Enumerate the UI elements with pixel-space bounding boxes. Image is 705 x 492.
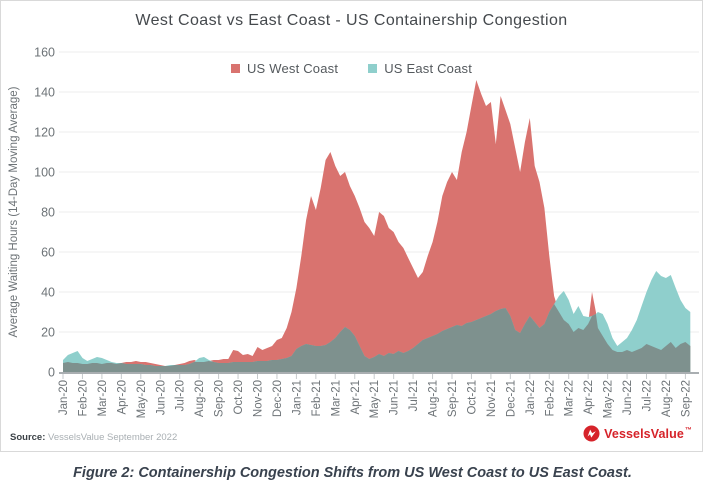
svg-text:Jun-20: Jun-20: [155, 380, 167, 415]
svg-text:Jul-21: Jul-21: [408, 380, 420, 411]
chart-legend: US West Coast US East Coast: [1, 61, 702, 76]
chart-title: West Coast vs East Coast - US Containers…: [135, 12, 568, 29]
svg-text:Feb-20: Feb-20: [77, 380, 89, 416]
vesselsvalue-logo-icon: [583, 425, 600, 442]
svg-text:Dec-20: Dec-20: [272, 380, 284, 417]
svg-text:Apr-20: Apr-20: [116, 380, 128, 415]
svg-text:Jan-22: Jan-22: [525, 380, 537, 415]
legend-item-us-east-coast[interactable]: US East Coast: [368, 61, 472, 76]
svg-text:Oct-21: Oct-21: [466, 380, 478, 415]
east-coast-swatch-icon: [368, 64, 378, 73]
svg-text:140: 140: [34, 86, 55, 100]
legend-label-west: US West Coast: [246, 61, 339, 76]
source-label: Source:: [10, 432, 46, 443]
figure-caption: Figure 2: Containership Congestion Shift…: [73, 465, 632, 481]
svg-text:Jun-22: Jun-22: [622, 380, 634, 415]
svg-text:Sep-20: Sep-20: [214, 380, 226, 417]
svg-text:Mar-20: Mar-20: [97, 380, 109, 416]
svg-text:Sep-22: Sep-22: [680, 380, 692, 417]
svg-text:Jan-21: Jan-21: [291, 380, 303, 415]
y-axis-title: Average Waiting Hours (14-Day Moving Ave…: [8, 86, 20, 337]
svg-text:Nov-21: Nov-21: [486, 380, 498, 417]
overlap-area: [63, 304, 691, 372]
svg-text:160: 160: [34, 46, 55, 60]
vesselsvalue-logo-text: VesselsValue™: [604, 426, 692, 441]
svg-text:60: 60: [41, 246, 55, 260]
x-axis-labels: Jan-20 Feb-20 Mar-20 Apr-20 May-20 Jun-20 Jul-…: [58, 380, 692, 418]
source-text: VesselsValue September 2022: [48, 432, 178, 443]
svg-text:100: 100: [34, 166, 55, 180]
svg-text:40: 40: [41, 286, 55, 300]
svg-text:May-20: May-20: [136, 380, 148, 418]
svg-text:Oct-20: Oct-20: [233, 380, 245, 415]
svg-text:Apr-21: Apr-21: [350, 380, 362, 415]
svg-text:Apr-22: Apr-22: [583, 380, 595, 415]
svg-text:Jul-20: Jul-20: [175, 380, 187, 411]
svg-text:Mar-21: Mar-21: [330, 380, 342, 416]
east-coast-area: [63, 271, 691, 372]
svg-text:Aug-22: Aug-22: [661, 380, 673, 417]
legend-label-east: US East Coast: [384, 61, 473, 76]
trademark-symbol: ™: [684, 427, 692, 435]
svg-text:Feb-21: Feb-21: [311, 380, 323, 416]
svg-text:Feb-22: Feb-22: [544, 380, 556, 416]
svg-text:Sep-21: Sep-21: [447, 380, 459, 417]
x-axis: [59, 372, 699, 379]
west-coast-swatch-icon: [230, 64, 240, 73]
series-areas: [63, 80, 691, 372]
svg-text:Jul-22: Jul-22: [642, 380, 654, 411]
legend-item-us-west-coast[interactable]: US West Coast: [230, 61, 339, 76]
svg-text:120: 120: [34, 126, 55, 140]
svg-text:20: 20: [41, 326, 55, 340]
svg-text:Aug-20: Aug-20: [194, 380, 206, 417]
svg-text:May-21: May-21: [369, 380, 381, 418]
svg-text:May-22: May-22: [603, 380, 615, 418]
svg-text:80: 80: [41, 206, 55, 220]
source-line: Source: VesselsValue September 2022: [10, 432, 177, 443]
svg-text:0: 0: [48, 366, 55, 380]
west-coast-area: [63, 80, 691, 372]
chart-card: West Coast vs East Coast - US Containers…: [0, 0, 703, 452]
svg-text:Average Waiting Hours (14-Day: Average Waiting Hours (14-Day Moving Ave…: [8, 86, 20, 337]
svg-text:Jun-21: Jun-21: [389, 380, 401, 415]
vesselsvalue-logo: VesselsValue™: [583, 425, 692, 442]
svg-text:Aug-21: Aug-21: [428, 380, 440, 417]
svg-text:Dec-21: Dec-21: [505, 380, 517, 417]
y-axis-labels: 0 20 40 60 80 100 120 140 160: [34, 46, 55, 380]
svg-text:Jan-20: Jan-20: [58, 380, 70, 415]
svg-text:Nov-20: Nov-20: [253, 380, 265, 417]
svg-text:Mar-22: Mar-22: [564, 380, 576, 416]
gridlines: [59, 51, 699, 333]
